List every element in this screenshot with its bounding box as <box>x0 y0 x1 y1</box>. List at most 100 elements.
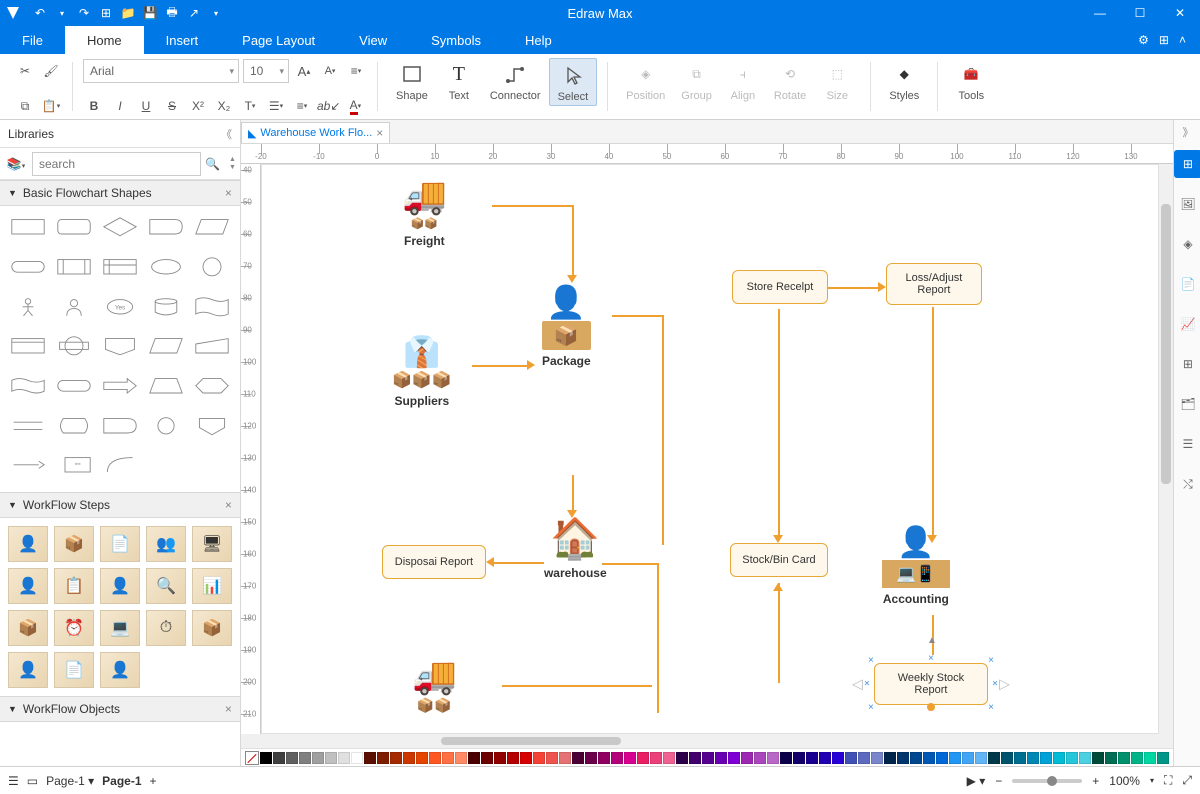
paste-button[interactable]: 📋▾ <box>40 95 62 117</box>
position-button[interactable]: ◈Position <box>618 58 673 104</box>
color-swatch[interactable] <box>845 752 857 764</box>
color-swatch[interactable] <box>832 752 844 764</box>
shape-circle[interactable] <box>192 254 232 280</box>
wf-step[interactable]: 📄 <box>100 526 140 562</box>
color-swatch[interactable] <box>286 752 298 764</box>
color-swatch[interactable] <box>611 752 623 764</box>
color-swatch[interactable] <box>312 752 324 764</box>
align-button[interactable]: ≡▾ <box>345 60 367 82</box>
color-swatch[interactable] <box>377 752 389 764</box>
color-swatch[interactable] <box>1001 752 1013 764</box>
wf-step[interactable]: ⏰ <box>54 610 94 646</box>
color-swatch[interactable] <box>273 752 285 764</box>
wf-step[interactable]: 👤 <box>8 526 48 562</box>
shape-hexagon[interactable] <box>192 373 232 399</box>
color-swatch[interactable] <box>429 752 441 764</box>
color-swatch[interactable] <box>663 752 675 764</box>
zoom-level[interactable]: 100% <box>1109 774 1140 788</box>
group-button[interactable]: ⧉Group <box>673 58 720 104</box>
font-size-select[interactable]: 10 <box>243 59 289 83</box>
copy-button[interactable]: ⧉ <box>14 95 36 117</box>
tab-page-layout[interactable]: Page Layout <box>220 26 337 54</box>
add-page-button[interactable]: + <box>150 774 157 788</box>
print-button[interactable]: 🖶 <box>162 3 182 23</box>
zoom-out-button[interactable]: − <box>995 774 1002 788</box>
zoom-slider[interactable] <box>1012 779 1082 783</box>
color-swatch[interactable] <box>871 752 883 764</box>
color-swatch[interactable] <box>364 752 376 764</box>
canvas[interactable]: 🚚 📦📦 Freight 👤 📦 Package 👔 📦📦� <box>261 164 1159 734</box>
rail-shapes-icon[interactable]: ⊞ <box>1174 150 1200 178</box>
shape-internal-storage[interactable] <box>100 254 140 280</box>
color-swatch[interactable] <box>1014 752 1026 764</box>
italic-button[interactable]: I <box>109 95 131 117</box>
wf-step[interactable]: 👤 <box>8 652 48 688</box>
cut-button[interactable]: ✂ <box>14 60 36 82</box>
color-swatch[interactable] <box>962 752 974 764</box>
redo-button[interactable]: ↷ <box>74 3 94 23</box>
underline-button[interactable]: U <box>135 95 157 117</box>
wf-step[interactable]: 📊 <box>192 568 232 604</box>
tab-home[interactable]: Home <box>65 26 144 54</box>
qat-menu-button[interactable]: ▾ <box>206 3 226 23</box>
color-swatch[interactable] <box>1144 752 1156 764</box>
strike-button[interactable]: S <box>161 95 183 117</box>
shape-card[interactable] <box>8 333 48 359</box>
color-swatch[interactable] <box>494 752 506 764</box>
color-swatch[interactable] <box>897 752 909 764</box>
shape-tool-button[interactable]: Shape <box>388 58 436 104</box>
color-swatch[interactable] <box>1053 752 1065 764</box>
node-package[interactable]: 👤 📦 Package <box>542 283 591 368</box>
node-truck-bottom[interactable]: 🚚 📦📦 <box>412 655 457 714</box>
color-swatch[interactable] <box>819 752 831 764</box>
size-button[interactable]: ⬚Size <box>814 58 860 104</box>
subscript-button[interactable]: X₂ <box>213 95 235 117</box>
node-stock-bin[interactable]: Stock/Bin Card <box>730 543 828 577</box>
color-swatch[interactable] <box>572 752 584 764</box>
color-swatch[interactable] <box>559 752 571 764</box>
expand-right-icon[interactable]: 》 <box>1182 124 1193 140</box>
shape-cylinder[interactable] <box>146 293 186 319</box>
color-swatch[interactable] <box>442 752 454 764</box>
color-swatch[interactable] <box>728 752 740 764</box>
minimize-button[interactable]: ― <box>1080 0 1120 26</box>
node-warehouse[interactable]: 🏠 warehouse <box>544 515 607 580</box>
page-tab[interactable]: Page-1 <box>102 774 141 788</box>
shape-actor[interactable] <box>8 293 48 319</box>
document-tab[interactable]: ◣ Warehouse Work Flo... × <box>241 122 390 143</box>
color-swatch[interactable] <box>1157 752 1169 764</box>
increase-font-button[interactable]: A▴ <box>293 60 315 82</box>
close-section-icon[interactable]: × <box>225 498 232 512</box>
wf-step[interactable]: ⏱ <box>146 610 186 646</box>
undo-button[interactable]: ↶ <box>30 3 50 23</box>
shape-rounded-rect[interactable] <box>54 214 94 240</box>
color-swatch[interactable] <box>975 752 987 764</box>
wf-step[interactable]: 👤 <box>100 652 140 688</box>
color-swatch[interactable] <box>1066 752 1078 764</box>
decrease-font-button[interactable]: A▾ <box>319 60 341 82</box>
zoom-in-button[interactable]: + <box>1092 774 1099 788</box>
collapse-ribbon-icon[interactable]: ˄ <box>1179 33 1186 47</box>
color-swatch[interactable] <box>1079 752 1091 764</box>
color-swatch[interactable] <box>637 752 649 764</box>
tab-help[interactable]: Help <box>503 26 574 54</box>
close-tab-icon[interactable]: × <box>376 126 383 140</box>
color-swatch[interactable] <box>533 752 545 764</box>
shape-display[interactable] <box>54 413 94 439</box>
styles-button[interactable]: ◆Styles <box>881 58 927 104</box>
shape-predef-process[interactable] <box>54 254 94 280</box>
search-input[interactable] <box>32 152 201 176</box>
shape-arrow-simple[interactable] <box>8 452 48 478</box>
maximize-button[interactable]: ☐ <box>1120 0 1160 26</box>
color-swatch[interactable] <box>598 752 610 764</box>
rail-chart-icon[interactable]: 📈 <box>1174 310 1200 338</box>
rail-page-icon[interactable]: 📄 <box>1174 270 1200 298</box>
color-swatch[interactable] <box>520 752 532 764</box>
color-swatch[interactable] <box>299 752 311 764</box>
color-swatch[interactable] <box>325 752 337 764</box>
rail-layers-icon[interactable]: ◈ <box>1174 230 1200 258</box>
node-suppliers[interactable]: 👔 📦📦📦 Suppliers <box>392 335 452 408</box>
close-section-icon[interactable]: × <box>225 186 232 200</box>
shape-ellipse[interactable] <box>146 254 186 280</box>
section-basic-shapes[interactable]: ▼Basic Flowchart Shapes× <box>0 180 240 206</box>
